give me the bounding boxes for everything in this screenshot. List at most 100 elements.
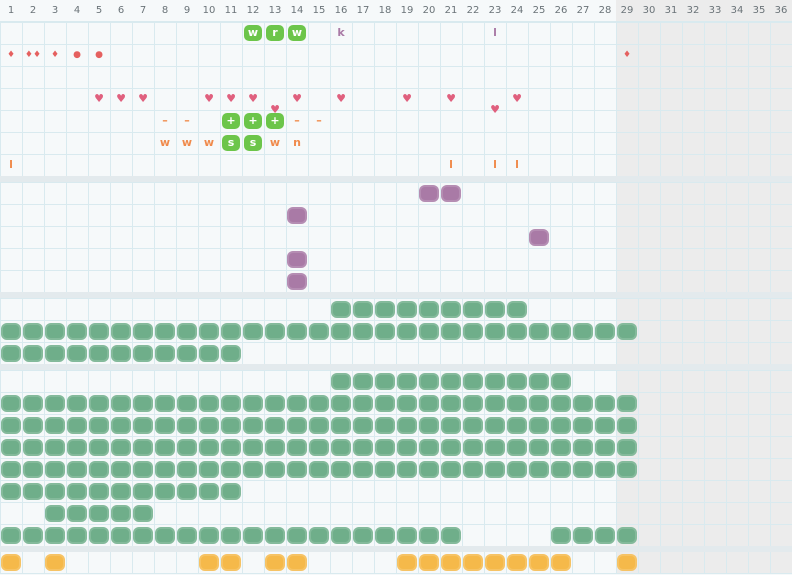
column-header-12[interactable]: 12 — [246, 5, 260, 16]
sage-block[interactable] — [573, 323, 593, 340]
badge-w[interactable]: w — [288, 25, 306, 41]
sage-block[interactable] — [199, 323, 219, 340]
sage-block[interactable] — [309, 461, 329, 478]
symbol-row2-4[interactable]: ● — [73, 50, 81, 60]
sage-block[interactable] — [243, 527, 263, 544]
sage-block[interactable] — [221, 483, 241, 500]
sage-block[interactable] — [133, 505, 153, 522]
sage-block[interactable] — [177, 345, 197, 362]
sage-block[interactable] — [1, 439, 21, 456]
sage-block[interactable] — [529, 461, 549, 478]
sage-block[interactable] — [463, 373, 483, 390]
sage-block[interactable] — [199, 527, 219, 544]
sage-block[interactable] — [199, 345, 219, 362]
mauve-block[interactable] — [287, 207, 307, 224]
column-header-1[interactable]: 1 — [7, 5, 15, 16]
symbol-row5-14[interactable]: – — [294, 114, 300, 127]
sage-block[interactable] — [243, 417, 263, 434]
sage-block[interactable] — [89, 345, 109, 362]
sage-block[interactable] — [133, 417, 153, 434]
column-header-11[interactable]: 11 — [224, 5, 238, 16]
sage-block[interactable] — [463, 323, 483, 340]
sage-block[interactable] — [287, 439, 307, 456]
sage-block[interactable] — [221, 417, 241, 434]
sage-block[interactable] — [89, 323, 109, 340]
symbol-row7-23[interactable]: l — [493, 158, 497, 171]
sage-block[interactable] — [309, 439, 329, 456]
sage-block[interactable] — [331, 373, 351, 390]
sage-block[interactable] — [45, 505, 65, 522]
symbol-row6-9[interactable]: w — [181, 136, 193, 149]
sage-block[interactable] — [617, 461, 637, 478]
sage-block[interactable] — [89, 527, 109, 544]
sage-block[interactable] — [441, 527, 461, 544]
sage-block[interactable] — [529, 417, 549, 434]
symbol-row1-23[interactable]: l — [493, 26, 497, 39]
amber-block[interactable] — [441, 554, 461, 571]
sage-block[interactable] — [133, 395, 153, 412]
sage-block[interactable] — [441, 323, 461, 340]
column-header-4[interactable]: 4 — [73, 5, 81, 16]
column-header-6[interactable]: 6 — [117, 5, 125, 16]
sage-block[interactable] — [331, 323, 351, 340]
sage-block[interactable] — [617, 527, 637, 544]
symbol-row2-5[interactable]: ● — [95, 50, 103, 60]
amber-block[interactable] — [463, 554, 483, 571]
sage-block[interactable] — [485, 301, 505, 318]
sage-block[interactable] — [1, 395, 21, 412]
sage-block[interactable] — [419, 417, 439, 434]
sage-block[interactable] — [1, 323, 21, 340]
sage-block[interactable] — [485, 373, 505, 390]
column-header-3[interactable]: 3 — [51, 5, 59, 16]
symbol-row5-8[interactable]: – — [162, 114, 168, 127]
badge-s[interactable]: s — [222, 135, 240, 151]
sage-block[interactable] — [199, 483, 219, 500]
sage-block[interactable] — [529, 323, 549, 340]
sage-block[interactable] — [595, 527, 615, 544]
symbol-row4-14[interactable]: ♥ — [292, 92, 302, 105]
column-header-13[interactable]: 13 — [268, 5, 282, 16]
sage-block[interactable] — [529, 373, 549, 390]
sage-block[interactable] — [595, 439, 615, 456]
sage-block[interactable] — [287, 461, 307, 478]
sage-block[interactable] — [23, 483, 43, 500]
sage-block[interactable] — [353, 417, 373, 434]
amber-block[interactable] — [617, 554, 637, 571]
sage-block[interactable] — [155, 395, 175, 412]
sage-block[interactable] — [331, 527, 351, 544]
column-header-14[interactable]: 14 — [290, 5, 304, 16]
sage-block[interactable] — [331, 417, 351, 434]
sage-block[interactable] — [397, 439, 417, 456]
sage-block[interactable] — [1, 417, 21, 434]
sage-block[interactable] — [375, 461, 395, 478]
sage-block[interactable] — [551, 417, 571, 434]
sage-block[interactable] — [309, 395, 329, 412]
sage-block[interactable] — [441, 373, 461, 390]
sage-block[interactable] — [507, 439, 527, 456]
column-header-17[interactable]: 17 — [356, 5, 370, 16]
symbol-row5-15[interactable]: – — [316, 114, 322, 127]
sage-block[interactable] — [89, 395, 109, 412]
sage-block[interactable] — [595, 461, 615, 478]
sage-block[interactable] — [133, 323, 153, 340]
sage-block[interactable] — [485, 461, 505, 478]
sage-block[interactable] — [133, 483, 153, 500]
sage-block[interactable] — [331, 301, 351, 318]
column-header-32[interactable]: 32 — [686, 5, 700, 16]
sage-block[interactable] — [353, 395, 373, 412]
sage-block[interactable] — [133, 527, 153, 544]
amber-block[interactable] — [45, 554, 65, 571]
amber-block[interactable] — [507, 554, 527, 571]
symbol-row2-1[interactable]: ♦ — [6, 50, 16, 60]
mauve-block[interactable] — [441, 185, 461, 202]
sage-block[interactable] — [441, 439, 461, 456]
sage-block[interactable] — [177, 417, 197, 434]
sage-block[interactable] — [331, 395, 351, 412]
sage-block[interactable] — [397, 373, 417, 390]
sage-block[interactable] — [397, 323, 417, 340]
sage-block[interactable] — [221, 461, 241, 478]
mauve-block[interactable] — [287, 273, 307, 290]
column-header-27[interactable]: 27 — [576, 5, 590, 16]
sage-block[interactable] — [221, 395, 241, 412]
symbol-row4b-23[interactable]: ♥ — [490, 103, 500, 116]
